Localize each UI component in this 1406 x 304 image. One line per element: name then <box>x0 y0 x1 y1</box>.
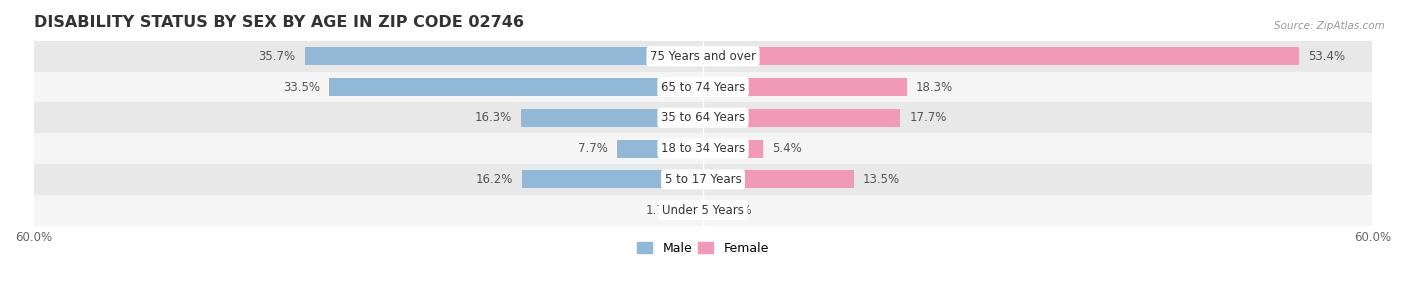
Bar <box>34 41 1372 72</box>
Text: 65 to 74 Years: 65 to 74 Years <box>661 81 745 94</box>
Text: 35.7%: 35.7% <box>259 50 295 63</box>
Text: 7.7%: 7.7% <box>578 142 609 155</box>
Text: 1.7%: 1.7% <box>645 204 675 217</box>
Text: 0.9%: 0.9% <box>721 204 752 217</box>
Bar <box>34 102 1372 133</box>
Text: 35 to 64 Years: 35 to 64 Years <box>661 111 745 124</box>
Bar <box>703 171 853 188</box>
Text: 5.4%: 5.4% <box>772 142 801 155</box>
Bar <box>703 47 1299 65</box>
Bar <box>685 201 703 219</box>
Bar <box>522 171 703 188</box>
Text: DISABILITY STATUS BY SEX BY AGE IN ZIP CODE 02746: DISABILITY STATUS BY SEX BY AGE IN ZIP C… <box>34 15 523 30</box>
Bar <box>703 201 713 219</box>
Text: 17.7%: 17.7% <box>910 111 946 124</box>
Bar <box>703 78 907 96</box>
Text: Under 5 Years: Under 5 Years <box>662 204 744 217</box>
Text: 75 Years and over: 75 Years and over <box>650 50 756 63</box>
Bar <box>617 140 703 157</box>
Bar <box>703 140 763 157</box>
Text: Source: ZipAtlas.com: Source: ZipAtlas.com <box>1274 21 1385 31</box>
Bar <box>34 195 1372 226</box>
Bar <box>34 72 1372 102</box>
Text: 16.2%: 16.2% <box>477 173 513 186</box>
Bar <box>305 47 703 65</box>
Bar <box>522 109 703 127</box>
Bar <box>34 164 1372 195</box>
Text: 5 to 17 Years: 5 to 17 Years <box>665 173 741 186</box>
Text: 18 to 34 Years: 18 to 34 Years <box>661 142 745 155</box>
Text: 53.4%: 53.4% <box>1308 50 1346 63</box>
Bar <box>703 109 900 127</box>
Text: 16.3%: 16.3% <box>475 111 512 124</box>
Legend: Male, Female: Male, Female <box>633 237 773 260</box>
Text: 18.3%: 18.3% <box>917 81 953 94</box>
Text: 33.5%: 33.5% <box>283 81 321 94</box>
Text: 13.5%: 13.5% <box>862 173 900 186</box>
Bar <box>34 133 1372 164</box>
Bar <box>329 78 703 96</box>
